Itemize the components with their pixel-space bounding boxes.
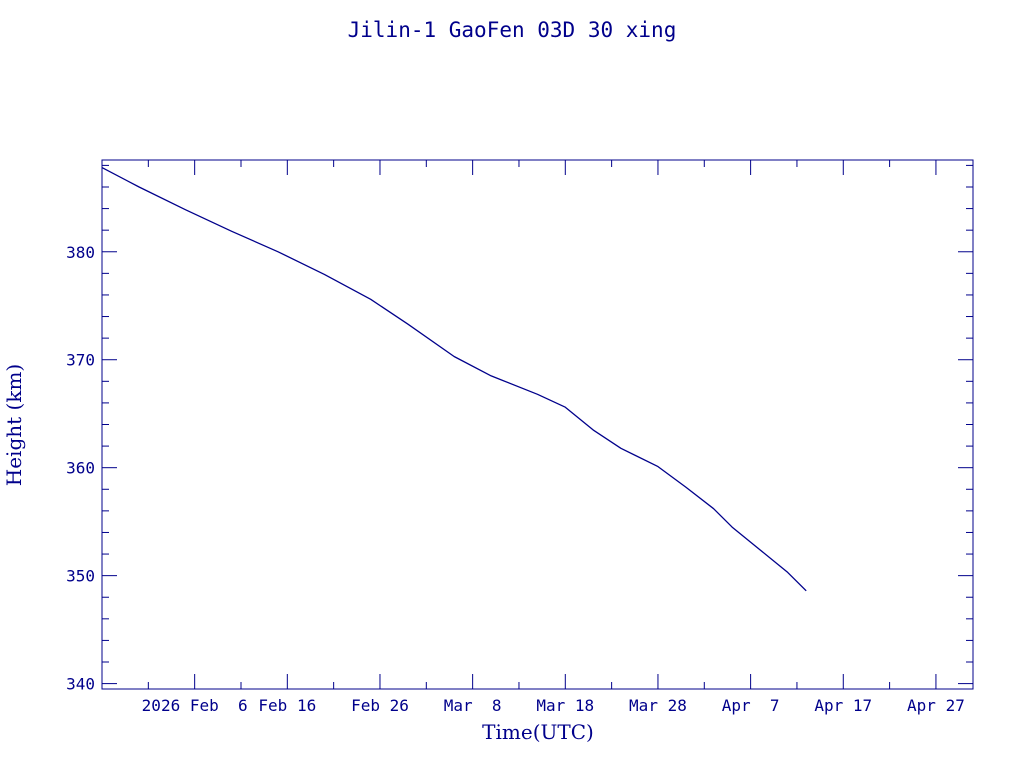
y-tick-label: 360 — [66, 459, 95, 478]
y-tick-label: 370 — [66, 351, 95, 370]
x-tick-label: 2026 Feb 6 — [142, 696, 248, 715]
tick-labels: 340 350 360 370 380 2026 Feb 6 Feb 16 Feb 26 Mar… — [66, 243, 965, 715]
x-axis-label: Time(UTC) — [482, 720, 594, 744]
x-tick-label: Mar 18 — [536, 696, 594, 715]
x-tick-label: Apr 27 — [907, 696, 965, 715]
x-tick-label: Feb 16 — [258, 696, 316, 715]
y-axis-label: Height (km) — [2, 364, 26, 486]
y-tick-label: 340 — [66, 675, 95, 694]
series-lines — [101, 167, 807, 592]
plot-frame — [101, 159, 974, 690]
x-tick-label: Mar 28 — [629, 696, 687, 715]
x-tick-label: Feb 26 — [351, 696, 409, 715]
series-line — [101, 167, 807, 592]
x-tick-label: Apr 7 — [722, 696, 780, 715]
y-tick-label: 380 — [66, 243, 95, 262]
x-tick-label: Mar 8 — [444, 696, 502, 715]
chart-title: Jilin-1 GaoFen 03D 30 xing — [348, 18, 677, 42]
axis-ticks — [101, 160, 973, 689]
y-tick-label: 350 — [66, 567, 95, 586]
x-tick-label: Apr 17 — [814, 696, 872, 715]
